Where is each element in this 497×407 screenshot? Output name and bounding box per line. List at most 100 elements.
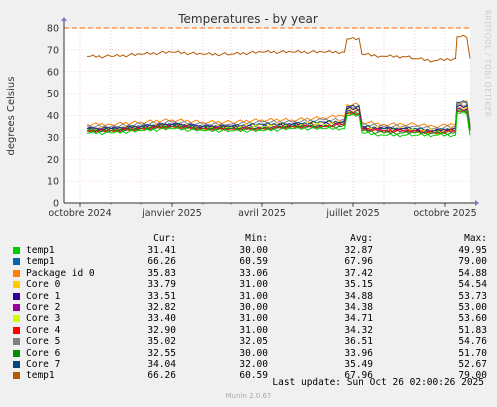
- legend-avg-value: 67.96: [344, 256, 373, 268]
- legend-min-value: 31.00: [239, 290, 268, 302]
- legend-max-value: 54.76: [458, 336, 487, 348]
- legend-row: Core 6 32.55 30.00 33.96 51.70: [0, 348, 497, 359]
- x-tick-label: juillet 2025: [325, 208, 379, 219]
- legend-max-value: 79.00: [458, 256, 487, 268]
- legend-cur-value: 32.82: [147, 302, 176, 313]
- legend-min-value: 31.00: [239, 313, 268, 325]
- y-tick-label: 40: [47, 111, 59, 122]
- legend-swatch: [13, 292, 20, 300]
- legend-row: Core 3 33.40 31.00 34.71 53.60: [0, 313, 497, 324]
- legend-max-value: 54.54: [458, 279, 487, 291]
- legend-header-cur: Cur:: [153, 233, 176, 244]
- x-tick-label: octobre 2025: [413, 208, 476, 219]
- last-update: Last update: Sun Oct 26 02:00:26 2025: [272, 377, 484, 388]
- legend-swatch: [13, 372, 20, 380]
- legend-label: Core 0: [26, 279, 61, 291]
- legend-row: Package id 0 35.83 33.06 37.42 54.88: [0, 268, 497, 279]
- legend-header-min: Min:: [245, 233, 268, 244]
- y-tick-label: 0: [53, 199, 59, 210]
- legend-min-value: 60.59: [239, 370, 268, 382]
- legend-avg-value: 34.38: [344, 302, 373, 313]
- legend-cur-value: 32.90: [147, 324, 176, 336]
- legend-swatch: [13, 304, 20, 311]
- legend-max-value: 49.95: [458, 245, 487, 256]
- y-tick-label: 70: [47, 45, 59, 56]
- legend-label: temp1: [26, 370, 55, 382]
- legend-label: Core 1: [26, 290, 61, 302]
- legend-max-value: 53.00: [458, 302, 487, 313]
- legend-max-value: 51.83: [458, 324, 487, 336]
- legend-label: temp1: [26, 245, 55, 256]
- y-tick-label: 80: [47, 24, 59, 35]
- legend-label: Package id 0: [26, 267, 95, 279]
- y-tick-label: 60: [47, 67, 59, 78]
- legend-avg-value: 36.51: [344, 336, 373, 348]
- legend-swatch: [13, 338, 20, 346]
- legend-cur-value: 31.41: [147, 245, 176, 256]
- legend-swatch: [13, 247, 20, 254]
- legend-cur-value: 32.55: [147, 347, 176, 359]
- legend-min-value: 33.06: [239, 267, 268, 279]
- grid: [64, 27, 470, 203]
- series-line: [86, 109, 471, 136]
- legend-avg-value: 32.87: [344, 245, 373, 256]
- legend-avg-value: 33.96: [344, 347, 373, 359]
- legend-label: Core 7: [26, 359, 61, 370]
- legend-header-avg: Avg:: [350, 233, 373, 244]
- legend-row: Core 2 32.82 30.00 34.38 53.00: [0, 302, 497, 313]
- legend-label: Core 2: [26, 302, 61, 313]
- legend-row: Core 0 33.79 31.00 35.15 54.54: [0, 279, 497, 290]
- x-tick-label: octobre 2024: [48, 208, 111, 219]
- y-tick-label: 50: [47, 89, 59, 100]
- legend-min-value: 32.00: [239, 359, 268, 370]
- legend-max-value: 51.70: [458, 347, 487, 359]
- legend-swatch: [13, 361, 20, 368]
- legend-swatch: [13, 258, 20, 266]
- legend-swatch: [13, 269, 20, 277]
- legend-max-value: 53.60: [458, 313, 487, 325]
- legend-label: Core 5: [26, 336, 61, 348]
- chart-title: Temperatures - by year: [177, 12, 318, 26]
- legend-label: Core 4: [26, 324, 61, 336]
- legend-swatch: [13, 315, 20, 323]
- legend-min-value: 30.00: [239, 245, 268, 256]
- legend-min-value: 30.00: [239, 347, 268, 359]
- legend-max-value: 54.88: [458, 267, 487, 279]
- legend-avg-value: 34.32: [344, 324, 373, 336]
- y-axis-arrow: [61, 17, 67, 21]
- legend-row: Core 7 34.04 32.00 35.49 52.67: [0, 359, 497, 370]
- legend-cur-value: 66.26: [147, 256, 176, 268]
- legend-cur-value: 33.79: [147, 279, 176, 291]
- legend-label: Core 6: [26, 347, 61, 359]
- munin-version: Munin 2.0.67: [225, 392, 272, 400]
- series-line: [87, 34, 471, 63]
- y-tick-label: 10: [47, 177, 59, 188]
- temperature-chart: 0 10 20 30 40 50 60 70 80 octobre 2024 janvier 202…: [6, 12, 479, 219]
- legend-cur-value: 34.04: [147, 359, 176, 370]
- series-line: [87, 111, 471, 138]
- series-layer: [86, 34, 471, 138]
- series-line: [86, 103, 471, 130]
- legend-max-value: 53.73: [458, 290, 487, 302]
- legend-avg-value: 37.42: [344, 267, 373, 279]
- legend-row: temp1 66.26 60.59 67.96 79.00: [0, 370, 497, 381]
- legend-label: Core 3: [26, 313, 61, 325]
- legend-row: Core 5 35.02 32.05 36.51 54.76: [0, 336, 497, 347]
- legend-cur-value: 33.51: [147, 290, 176, 302]
- legend-avg-value: 67.96: [344, 370, 373, 382]
- legend-label: temp1: [26, 256, 55, 268]
- legend-row: Core 1 33.51 31.00 34.88 53.73: [0, 291, 497, 302]
- rrdtool-credit: RRDTOOL / TOBI OETIKER: [483, 10, 492, 118]
- legend-min-value: 31.00: [239, 279, 268, 291]
- x-axis-arrow: [475, 200, 479, 206]
- legend-row: Core 4 32.90 31.00 34.32 51.83: [0, 325, 497, 336]
- axes: 0 10 20 30 40 50 60 70 80 octobre 2024 janvier 202…: [47, 17, 479, 219]
- legend-cur-value: 33.40: [147, 313, 176, 325]
- legend-swatch: [13, 281, 20, 289]
- legend-cur-value: 66.26: [147, 370, 176, 382]
- legend-row: temp1 31.41 30.00 32.87 49.95: [0, 245, 497, 256]
- y-tick-label: 30: [47, 133, 59, 144]
- legend-min-value: 32.05: [239, 336, 268, 348]
- legend-swatch: [13, 326, 20, 334]
- legend-row: temp1 66.26 60.59 67.96 79.00: [0, 256, 497, 267]
